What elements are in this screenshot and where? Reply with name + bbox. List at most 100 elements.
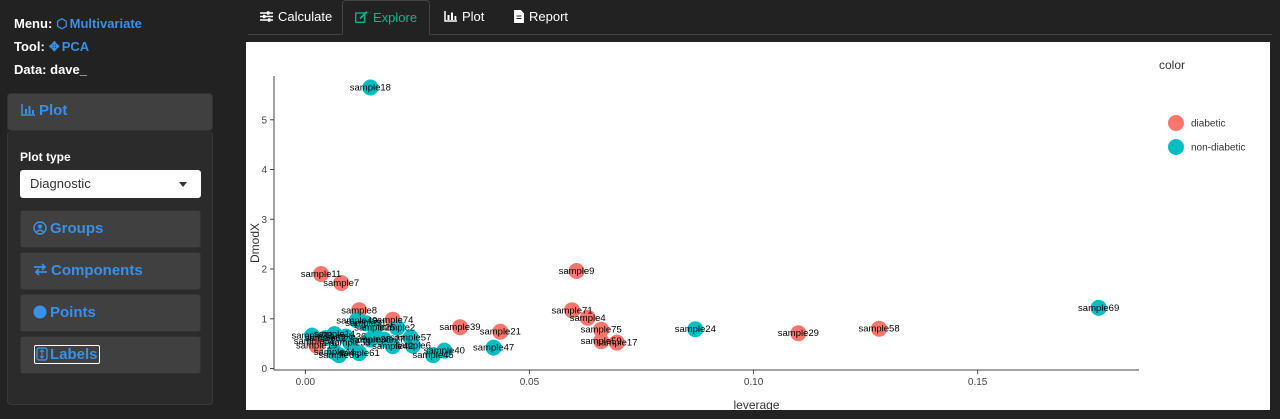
point-label: sample47: [473, 343, 514, 354]
tool-line: Tool: ✥ PCA: [14, 39, 89, 55]
point-label: sample71: [551, 305, 592, 316]
point-label: sample24: [675, 324, 716, 335]
tool-link-pca[interactable]: PCA: [61, 39, 90, 54]
point-label: sample11: [301, 269, 342, 280]
point-label: sample66: [318, 350, 359, 361]
diagnostic-scatter-plot[interactable]: 0 1 2 3 4 5 0.00 0.05 0.10 0.15 leverage DmodX sampl…: [246, 42, 1270, 412]
x-axis-label: leverage: [733, 398, 779, 410]
legend-entry[interactable]: non-diabetic: [1191, 143, 1245, 154]
tab-calculate-label: Calculate: [278, 9, 333, 24]
groups-section[interactable]: Groups: [20, 210, 201, 248]
y-axis-label: DmodX: [248, 223, 262, 263]
groups-label: Groups: [50, 220, 104, 237]
data-point[interactable]: [579, 309, 596, 326]
points-title: Points: [33, 304, 96, 321]
data-point[interactable]: [351, 345, 368, 362]
legend-marker[interactable]: [1168, 115, 1184, 131]
point-label: sample6: [395, 341, 431, 352]
plot-type-label: Plot type: [20, 150, 71, 164]
y-tick-label: 5: [261, 115, 267, 126]
point-label: sample4: [570, 313, 606, 324]
data-point[interactable]: [593, 321, 610, 338]
labels-section[interactable]: Labels: [20, 336, 201, 374]
data-point[interactable]: [593, 333, 610, 350]
plot-container: 0 1 2 3 4 5 0.00 0.05 0.10 0.15 leverage DmodX sampl…: [246, 42, 1270, 412]
data-point[interactable]: [871, 320, 888, 337]
menu-line: Menu: ⬡ Multivariate: [14, 16, 142, 32]
point-label: sample25: [354, 323, 395, 334]
data-point[interactable]: [362, 79, 379, 96]
point-label: sample27: [363, 335, 404, 346]
data-point[interactable]: [384, 338, 401, 355]
data-point[interactable]: [1090, 299, 1107, 316]
data-point[interactable]: [308, 337, 325, 354]
groups-title: Groups: [33, 220, 103, 237]
sliders-icon: [260, 11, 273, 22]
point-label: sample44: [314, 347, 355, 358]
tab-explore[interactable]: Explore: [342, 0, 431, 35]
tab-calculate[interactable]: Calculate: [248, 0, 344, 35]
data-point[interactable]: [348, 312, 365, 329]
point-label: sample8: [341, 305, 377, 316]
data-point[interactable]: [333, 274, 350, 291]
plot-section-title: Plot: [21, 102, 67, 119]
data-point[interactable]: [425, 347, 442, 364]
point-label: sample51: [294, 336, 335, 347]
data-point[interactable]: [342, 334, 359, 351]
tab-report[interactable]: Report: [502, 0, 580, 35]
data-point[interactable]: [451, 319, 468, 336]
point-label: sample31: [345, 318, 386, 329]
data-point[interactable]: [404, 337, 421, 354]
cube-icon: ⬡: [56, 16, 68, 31]
point-label: sample9: [559, 266, 595, 277]
point-label: sample61: [339, 348, 380, 359]
y-tick-label: 4: [261, 165, 267, 176]
point-label: sample39: [439, 322, 480, 333]
point-label: sample21: [480, 327, 521, 338]
point-label: sample45: [413, 350, 454, 361]
data-point[interactable]: [313, 265, 330, 282]
tab-report-label: Report: [529, 9, 569, 24]
point-label: sample38: [350, 335, 391, 346]
point-label: sample59: [581, 336, 622, 347]
data-point[interactable]: [790, 325, 807, 342]
point-label: sample29: [778, 328, 819, 339]
edit-icon: [355, 11, 368, 23]
point-label: sample57: [390, 333, 431, 344]
data-point[interactable]: [389, 319, 406, 336]
sidebar: Menu: ⬡ Multivariate Tool: ✥ PCA Data: dave_…: [0, 0, 222, 419]
legend-entry[interactable]: diabetic: [1191, 119, 1225, 130]
components-title: Components: [33, 262, 143, 279]
data-point[interactable]: [485, 339, 502, 356]
data-point[interactable]: [564, 302, 581, 319]
plot-type-select[interactable]: Diagnostic: [20, 170, 201, 198]
tab-plot[interactable]: Plot: [432, 0, 496, 35]
plot-section-label: Plot: [39, 102, 68, 119]
user-circle-icon: [33, 221, 47, 235]
point-label: sample58: [858, 324, 899, 335]
point-label: sample7: [323, 278, 359, 289]
data-point[interactable]: [492, 323, 509, 340]
x-tick-label: 0.15: [968, 377, 988, 388]
data-point[interactable]: [362, 331, 379, 348]
point-label: sample17: [596, 338, 637, 349]
point-label: sample18: [350, 82, 391, 93]
tab-plot-label: Plot: [462, 9, 485, 24]
data-point[interactable]: [608, 334, 625, 351]
data-point[interactable]: [687, 321, 704, 338]
y-tick-label: 0: [261, 364, 267, 375]
x-tick-label: 0.05: [520, 377, 540, 388]
plot-section-header[interactable]: Plot: [7, 93, 213, 131]
points-section[interactable]: Points: [20, 294, 201, 332]
bar-chart-icon: [444, 11, 457, 22]
x-tick-label: 0.00: [296, 377, 316, 388]
point-label: sample53: [330, 338, 371, 349]
data-point[interactable]: [568, 263, 585, 280]
components-section[interactable]: Components: [20, 252, 201, 290]
legend-marker[interactable]: [1168, 139, 1184, 155]
menu-link-multivariate[interactable]: Multivariate: [69, 16, 142, 31]
point-label: sample33: [291, 331, 332, 342]
points-label: Points: [50, 304, 96, 321]
data-point[interactable]: [326, 344, 343, 361]
sidebar-panel: Menu: ⬡ Multivariate Tool: ✥ PCA Data: dave_…: [0, 0, 222, 419]
